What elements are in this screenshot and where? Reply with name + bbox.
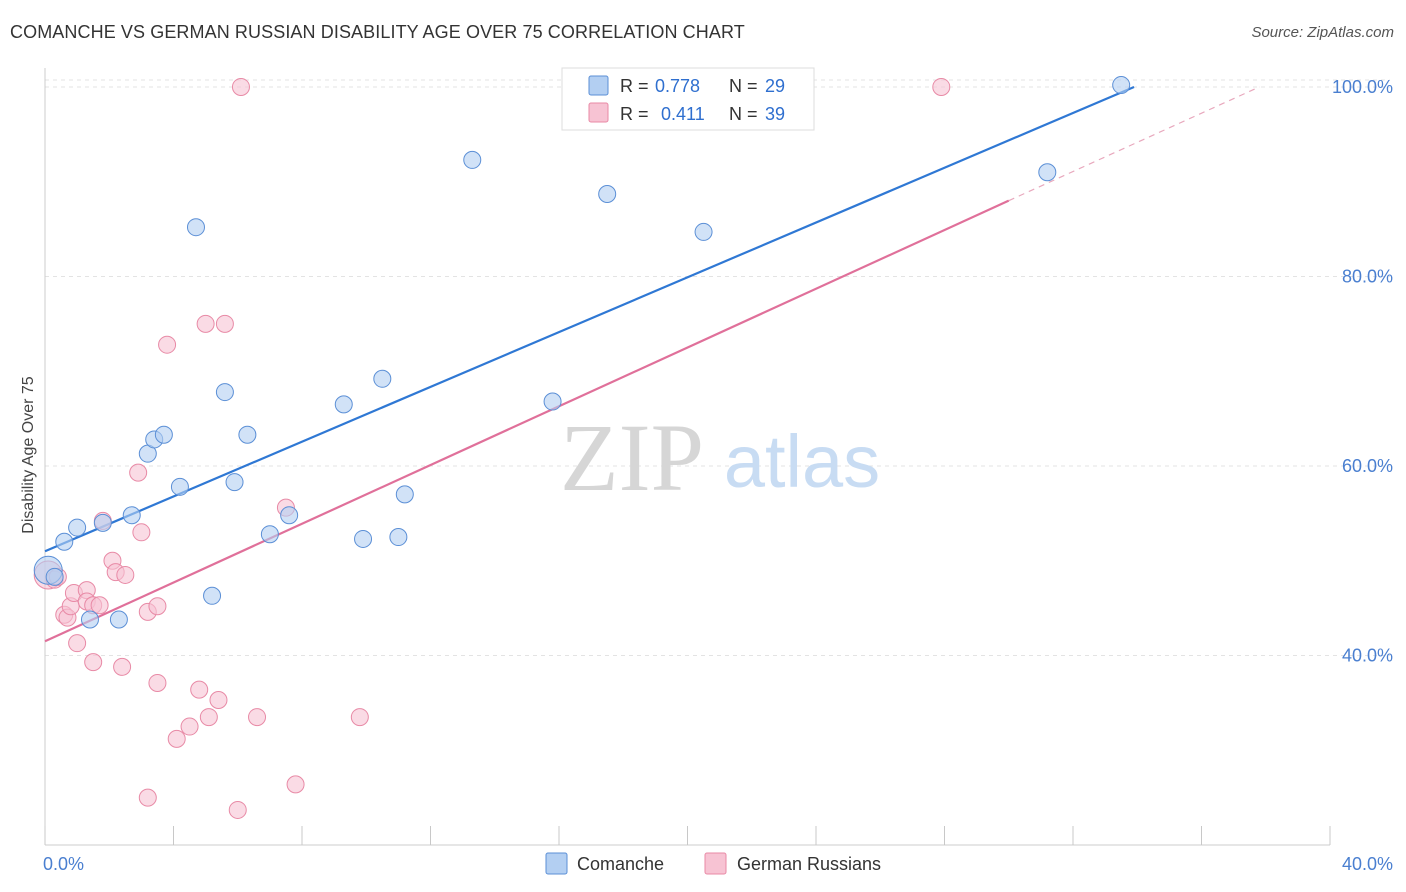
legend-n-label-2: N = — [729, 104, 758, 124]
point-german-russians-23 — [148, 673, 167, 692]
point-german-russians-38 — [932, 77, 951, 96]
point-german-russians-36 — [286, 775, 305, 794]
point-comanche-28 — [1038, 163, 1057, 182]
point-comanche-10 — [154, 425, 173, 444]
point-comanche-23 — [395, 485, 414, 504]
point-comanche-2 — [55, 532, 74, 551]
point-comanche-27 — [694, 222, 713, 241]
axes — [44, 68, 1331, 846]
point-comanche-19 — [334, 395, 353, 414]
trend-line-comanche — [44, 85, 1135, 553]
point-comanche-18 — [280, 506, 299, 525]
point-comanche-21 — [373, 369, 392, 388]
y-tick-label-1: 60.0% — [1342, 456, 1393, 476]
point-german-russians-18 — [129, 463, 148, 482]
point-german-russians-12 — [90, 596, 109, 615]
bottom-legend-swatch-comanche — [545, 852, 568, 875]
legend-r-label-2: R = — [620, 104, 649, 124]
watermark-atlas: atlas — [724, 420, 880, 503]
point-german-russians-33 — [231, 77, 250, 96]
y-tick-label-0: 40.0% — [1342, 645, 1393, 665]
point-comanche-4 — [80, 610, 99, 629]
trend-lines — [44, 85, 1260, 643]
point-comanche-26 — [598, 185, 617, 204]
point-comanche-6 — [109, 610, 128, 629]
point-comanche-25 — [543, 392, 562, 411]
point-comanche-11 — [170, 477, 189, 496]
legend-n-value-2: 39 — [765, 104, 785, 124]
point-german-russians-22 — [148, 597, 167, 616]
point-german-russians-32 — [228, 800, 247, 819]
point-comanche-22 — [389, 528, 408, 547]
point-comanche-14 — [215, 383, 234, 402]
x-tick-labels: 0.0% 40.0% — [43, 854, 1393, 874]
point-german-russians-30 — [209, 691, 228, 710]
watermark: ZIP atlas — [560, 404, 880, 511]
legend: R = 0.778 N = 29 R = 0.411 N = 39 — [561, 67, 815, 131]
point-german-russians-26 — [180, 717, 199, 736]
bottom-legend-comanche: Comanche — [577, 854, 664, 874]
point-comanche-24 — [463, 150, 482, 169]
point-comanche-20 — [354, 529, 373, 548]
x-tick-label-1: 40.0% — [1342, 854, 1393, 874]
point-german-russians-7 — [68, 634, 87, 653]
legend-r-value-1: 0.778 — [655, 76, 700, 96]
x-tick-label-0: 0.0% — [43, 854, 84, 874]
y-tick-label-2: 80.0% — [1342, 266, 1393, 286]
legend-r-value-2: 0.411 — [661, 104, 705, 124]
point-german-russians-28 — [196, 314, 215, 333]
point-german-russians-27 — [190, 680, 209, 699]
point-comanche-1 — [45, 567, 64, 586]
legend-swatch-german-russians — [588, 102, 609, 123]
y-axis-label: Disability Age Over 75 — [20, 376, 37, 534]
legend-r-label-1: R = — [620, 76, 649, 96]
point-german-russians-31 — [215, 314, 234, 333]
point-german-russians-37 — [350, 708, 369, 727]
point-german-russians-24 — [158, 335, 177, 354]
point-comanche-7 — [122, 506, 141, 525]
point-german-russians-16 — [113, 657, 132, 676]
bottom-legend: Comanche German Russians — [545, 852, 881, 875]
point-comanche-16 — [238, 425, 257, 444]
point-german-russians-10 — [84, 653, 103, 672]
legend-n-value-1: 29 — [765, 76, 785, 96]
trend-line-german-russians — [44, 199, 1010, 643]
point-german-russians-29 — [199, 708, 218, 727]
point-german-russians-19 — [132, 523, 151, 542]
chart-title: COMANCHE VS GERMAN RUSSIAN DISABILITY AG… — [10, 22, 745, 42]
point-german-russians-34 — [248, 708, 267, 727]
source-label: Source: ZipAtlas.com — [1251, 24, 1394, 41]
y-tick-labels: 40.0% 60.0% 80.0% 100.0% — [1332, 77, 1393, 666]
watermark-zip: ZIP — [560, 404, 704, 511]
point-comanche-17 — [260, 525, 279, 544]
point-german-russians-25 — [167, 729, 186, 748]
y-tick-label-3: 100.0% — [1332, 77, 1393, 97]
point-german-russians-20 — [138, 788, 157, 807]
bottom-legend-german-russians: German Russians — [737, 854, 881, 874]
point-comanche-15 — [225, 473, 244, 492]
data-points — [33, 76, 1131, 819]
legend-n-label-1: N = — [729, 76, 758, 96]
point-comanche-29 — [1112, 76, 1131, 95]
trend-extension-german-russians — [1008, 86, 1260, 202]
point-comanche-3 — [68, 518, 87, 537]
gridlines — [45, 79, 1390, 656]
legend-swatch-comanche — [588, 75, 609, 96]
bottom-legend-swatch-german-russians — [704, 852, 727, 875]
point-comanche-5 — [93, 513, 112, 532]
point-comanche-13 — [203, 586, 222, 605]
point-comanche-12 — [186, 218, 205, 237]
point-german-russians-17 — [116, 565, 135, 584]
